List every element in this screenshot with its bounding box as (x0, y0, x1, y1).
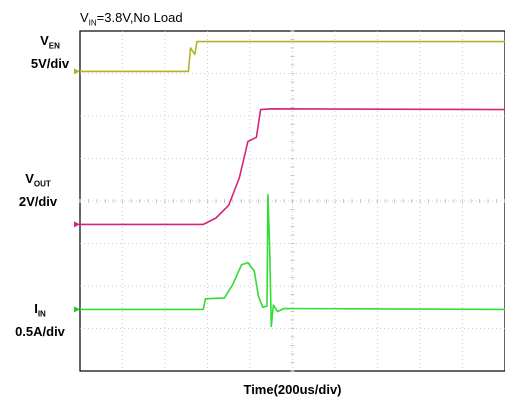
traces (80, 40, 505, 328)
x-axis-label: Time(200us/div) (243, 382, 342, 397)
grid (79, 30, 505, 372)
vout-ground-marker (74, 221, 80, 228)
ven-ground-marker (74, 68, 80, 75)
vout-channel-label: VOUT 2V/div (18, 171, 58, 209)
iin-channel-label: IIN 0.5A/div (15, 301, 65, 339)
iin-trace (80, 193, 505, 328)
ven-channel-label: VEN 5V/div (30, 33, 70, 71)
channel-markers (74, 68, 80, 313)
ven-scale: 5V/div (30, 55, 70, 71)
test-condition: VIN=3.8V,No Load (80, 10, 183, 28)
iin-scale: 0.5A/div (15, 323, 65, 339)
vout-scale: 2V/div (18, 193, 58, 209)
ven-trace (80, 40, 505, 73)
vout-trace (80, 108, 505, 226)
iin-ground-marker (74, 306, 80, 313)
